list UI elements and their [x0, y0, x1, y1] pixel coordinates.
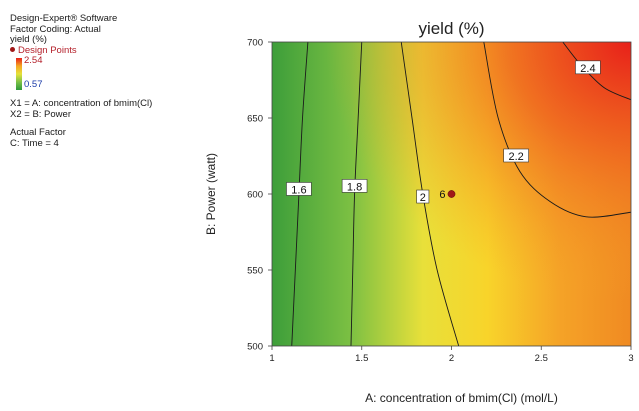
x2-definition: X2 = B: Power: [10, 108, 71, 120]
response-name: yield (%): [10, 34, 47, 45]
contour-label-4: 2.4: [580, 63, 595, 75]
x-tick-label-1: 1.5: [355, 353, 368, 364]
contour-label-0: 1.6: [291, 184, 306, 196]
y-tick-label-4: 700: [247, 38, 263, 49]
actual-factor-heading: Actual Factor: [10, 127, 66, 138]
contour-label-1: 1.8: [347, 181, 362, 193]
y-axis-label: B: Power (watt): [204, 153, 218, 235]
y-tick-label-2: 600: [247, 190, 263, 201]
y-tick-label-1: 550: [247, 266, 263, 277]
contour-label-3: 2.2: [508, 151, 523, 163]
y-tick-label-0: 500: [247, 342, 263, 353]
actual-factor-value: C: Time = 4: [10, 137, 59, 149]
contour-label-box-2: [416, 189, 430, 204]
contour-line-3: [483, 42, 631, 218]
contour-line-1: [350, 42, 363, 346]
factor-coding: Factor Coding: Actual: [10, 23, 101, 35]
x-tick-label-2: 2: [449, 353, 454, 364]
design-points-label: Design Points: [18, 44, 77, 56]
design-point-count-0: 6: [439, 189, 445, 201]
scale-min-value: 0.57: [24, 79, 43, 90]
design-points-legend: Design Points: [10, 44, 200, 57]
x-tick-label-3: 2.5: [535, 353, 548, 364]
x-axis-label: A: concentration of bmim(Cl) (mol/L): [365, 391, 558, 405]
software-name: Design-Expert® Software: [10, 13, 118, 24]
contour-label-box-0: [286, 182, 312, 196]
color-scale-bar: [16, 58, 22, 90]
contour-line-4: [562, 42, 631, 101]
x-tick-label-4: 3: [628, 353, 633, 364]
contour-label-box-1: [341, 179, 368, 193]
design-point-dot-icon: [10, 47, 15, 53]
contour-label-box-4: [575, 60, 601, 75]
x1-definition: X1 = A: concentration of bmim(Cl): [10, 98, 153, 109]
legend-sidebar: Design-Expert® Software Factor Coding: A…: [10, 13, 200, 149]
y-tick-label-3: 650: [247, 114, 263, 125]
x-tick-label-0: 1: [269, 353, 274, 364]
scale-max-value: 2.54: [24, 55, 43, 66]
chart-title: yield (%): [418, 19, 484, 38]
contour-label-2: 2: [420, 192, 426, 204]
design-point-0: [447, 190, 456, 198]
contour-label-box-3: [503, 148, 529, 163]
color-scale: 2.54 0.57: [10, 55, 200, 91]
